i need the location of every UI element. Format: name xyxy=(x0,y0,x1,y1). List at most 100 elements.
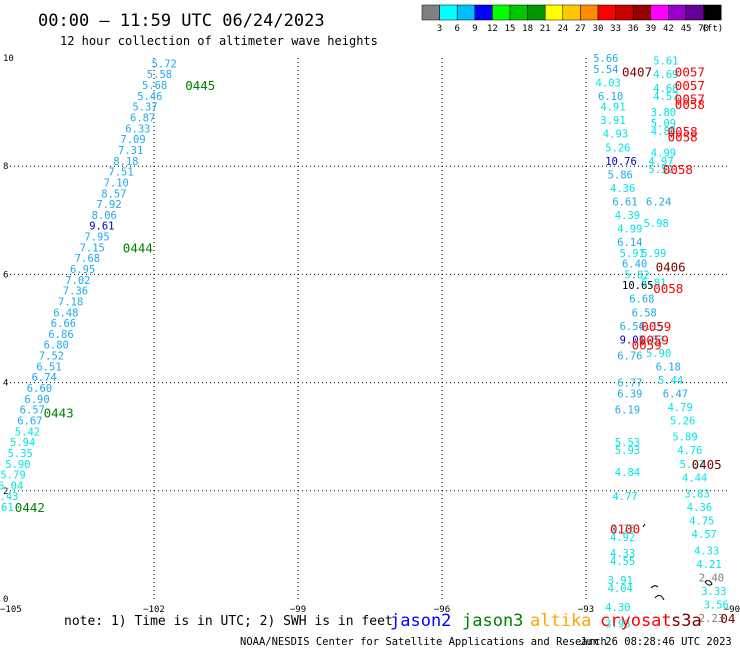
wave-height-point: 5.07 xyxy=(680,459,705,471)
color-swatch xyxy=(597,4,616,21)
wave-height-point: 3.80 xyxy=(651,107,676,119)
color-scale-label: 21 xyxy=(540,24,551,34)
wave-height-point: 9.01 xyxy=(620,334,645,346)
pass-time-label: 0407 xyxy=(622,65,652,80)
y-tick-label: 10 xyxy=(3,54,14,64)
x-tick-label: −105 xyxy=(0,605,22,615)
y-tick-label: 6 xyxy=(3,270,8,280)
pass-time-label: 0057 xyxy=(675,92,705,107)
wave-height-point: 4.97 xyxy=(648,156,673,168)
pass-time-label: 0406 xyxy=(656,259,686,274)
x-tick-label: −102 xyxy=(143,605,165,615)
coastline-fragments xyxy=(642,523,713,601)
pass-time-label: 0059 xyxy=(632,338,662,353)
mission-legend-s3a: s3a xyxy=(671,611,702,631)
color-swatch xyxy=(632,4,652,21)
wave-height-point: 4.36 xyxy=(610,183,635,195)
grid-lines xyxy=(10,58,730,599)
wave-height-point: 3.91 xyxy=(608,575,633,587)
wave-height-point: 4.57 xyxy=(692,529,717,541)
wave-height-point: 3.56 xyxy=(704,599,729,611)
color-swatch xyxy=(562,4,581,21)
wave-height-point: 4.68 xyxy=(653,83,678,95)
pass-time-label: 0058 xyxy=(668,129,698,144)
pass-time-label: 0100 xyxy=(610,522,640,537)
wave-height-point: 5.99 xyxy=(641,248,666,260)
wave-height-point: 4.33 xyxy=(610,548,635,560)
wave-height-point: 7.68 xyxy=(75,253,100,265)
color-scale-label: 39 xyxy=(645,24,656,34)
wave-height-point: 5.89 xyxy=(672,432,697,444)
wave-height-point: 5.61 xyxy=(0,502,14,514)
color-scale-label: 42 xyxy=(663,24,674,34)
wave-height-point: 7.51 xyxy=(108,167,133,179)
wave-height-point: 4.84 xyxy=(615,467,640,479)
wave-height-point: 5.98 xyxy=(644,218,669,230)
wave-height-point: 4.36 xyxy=(687,502,712,514)
wave-height-point: 6.24 xyxy=(646,196,671,208)
wave-height-point: 3.83 xyxy=(684,489,709,501)
wave-height-point: 8.06 xyxy=(92,210,117,222)
wave-height-point: 3.33 xyxy=(701,586,726,598)
wave-height-point: 6.68 xyxy=(629,294,654,306)
wave-height-point: 5.68 xyxy=(142,80,167,92)
wave-height-point: 4.93 xyxy=(603,129,628,141)
wave-height-point: 6.04 xyxy=(0,480,23,492)
wave-height-point: 10.65 xyxy=(622,280,654,292)
pass-time-label: 0058 xyxy=(663,162,693,177)
wave-height-point: 6.19 xyxy=(615,405,640,417)
wave-height-point: 6.58 xyxy=(632,307,657,319)
pass-time-label: 0059 xyxy=(639,332,669,347)
wave-height-point: 4.75 xyxy=(689,516,714,528)
y-tick-label: 4 xyxy=(3,379,8,389)
wave-height-point: 6.10 xyxy=(598,91,623,103)
wave-height-point: 7.10 xyxy=(104,177,129,189)
wave-height-point: 5.42 xyxy=(15,426,40,438)
wave-height-point: 6.15 xyxy=(639,321,664,333)
wave-height-point: 4.79 xyxy=(668,402,693,414)
wave-height-point: 7.02 xyxy=(65,275,90,287)
wave-height-point: 4.30 xyxy=(605,602,630,614)
wave-height-point: 6.87 xyxy=(130,113,155,125)
pass-time-label: 0445 xyxy=(185,78,215,93)
wave-height-point: 8.57 xyxy=(101,188,126,200)
x-tick-label: −96 xyxy=(434,605,450,615)
color-swatch xyxy=(580,4,599,21)
color-swatch xyxy=(456,4,476,21)
wave-height-point: 7.18 xyxy=(58,296,83,308)
wave-height-point: 2.23 xyxy=(699,613,724,625)
wave-height-point: 5.93 xyxy=(615,445,640,457)
wave-height-values: 5.725.585.685.465.376.876.337.097.318.18… xyxy=(0,53,729,630)
wave-height-point: 6.95 xyxy=(70,264,95,276)
wave-height-point: 5.35 xyxy=(8,448,33,460)
wave-height-point: 6.18 xyxy=(656,361,681,373)
color-swatch xyxy=(421,4,440,21)
wave-height-point: 4.44 xyxy=(682,472,707,484)
wave-height-point: 6.66 xyxy=(51,318,76,330)
color-scale-unit: (ft) xyxy=(702,24,724,34)
wave-height-point: 4.91 xyxy=(600,102,625,114)
wave-height-point: 6.33 xyxy=(125,123,150,135)
color-scale-label: 3 xyxy=(437,24,442,34)
footer-credit: NOAA/NESDIS Center for Satellite Applica… xyxy=(240,636,607,648)
mission-legend-jason2: jason2 xyxy=(390,611,451,631)
coast-fragment xyxy=(642,523,646,528)
x-tick-label: −99 xyxy=(290,605,306,615)
color-swatch xyxy=(650,4,669,21)
color-swatch xyxy=(668,4,687,21)
color-scale-label: 45 xyxy=(681,24,692,34)
wave-height-point: 5.37 xyxy=(132,102,157,114)
color-swatch xyxy=(544,4,564,21)
wave-height-point: 4.88 xyxy=(651,126,676,138)
wave-height-point: 5.66 xyxy=(593,53,618,65)
coast-fragment xyxy=(704,579,713,586)
color-swatch xyxy=(509,4,528,21)
wave-height-point: 4.21 xyxy=(696,559,721,571)
wave-height-point: 4.76 xyxy=(677,445,702,457)
x-tick-label: −93 xyxy=(578,605,594,615)
wave-height-point: 6.40 xyxy=(622,259,647,271)
color-scale-label: 9 xyxy=(472,24,477,34)
wave-height-point: 4.03 xyxy=(596,77,621,89)
mission-legend: jason2 jason3 altika cryosat s3a xyxy=(390,611,702,631)
color-swatch xyxy=(439,4,458,21)
